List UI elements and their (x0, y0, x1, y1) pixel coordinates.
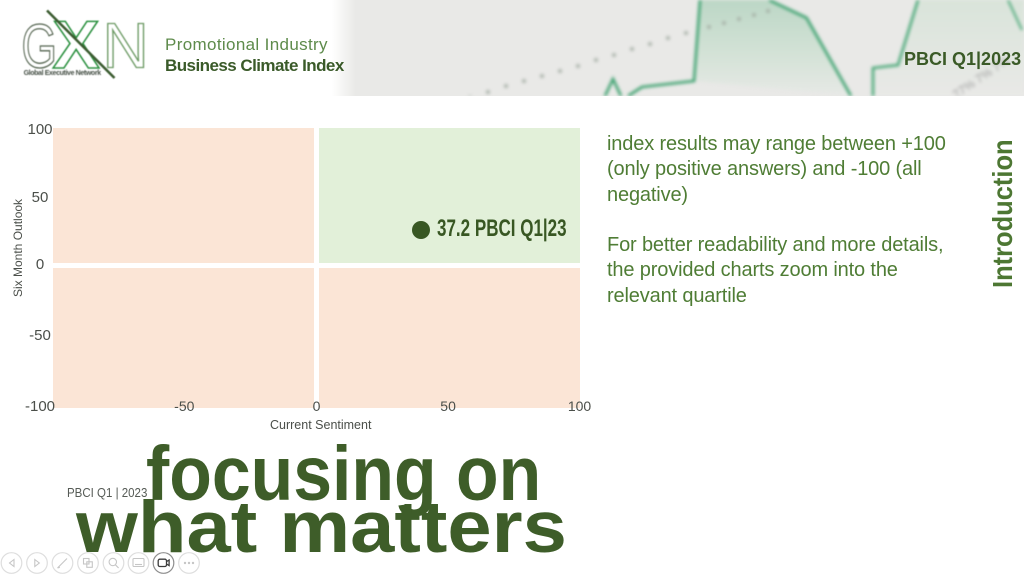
svg-text:Global Executive Network: Global Executive Network (24, 70, 102, 77)
svg-text:N: N (103, 10, 149, 82)
svg-text:G: G (21, 12, 57, 81)
svg-text:X: X (53, 6, 100, 82)
